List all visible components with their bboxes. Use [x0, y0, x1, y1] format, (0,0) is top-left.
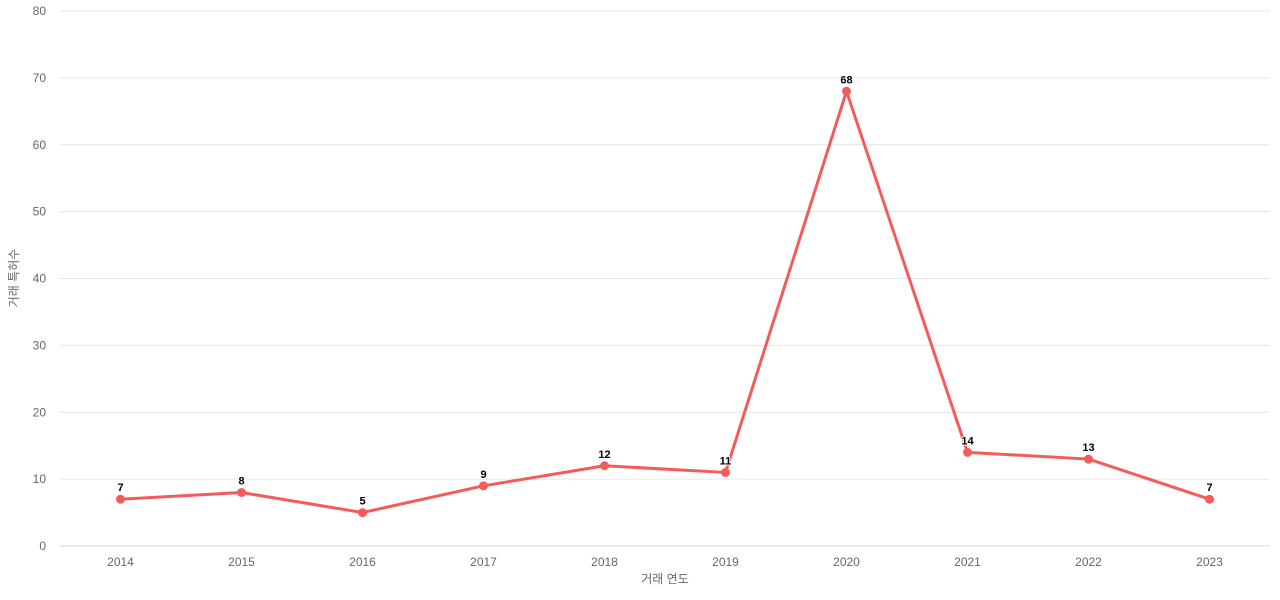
- y-tick-label-30: 30: [33, 338, 47, 352]
- x-tick-label-2019: 2019: [712, 555, 739, 569]
- x-tick-label-2020: 2020: [833, 555, 860, 569]
- data-label-2022: 13: [1082, 442, 1094, 454]
- x-tick-label-2015: 2015: [228, 555, 255, 569]
- data-label-2014: 7: [117, 482, 123, 494]
- data-label-2017: 9: [480, 469, 486, 481]
- data-point-2014[interactable]: [116, 494, 125, 504]
- x-tick-label-2023: 2023: [1196, 555, 1223, 569]
- y-tick-label-20: 20: [33, 405, 47, 419]
- data-label-2023: 7: [1206, 482, 1212, 494]
- y-tick-label-50: 50: [33, 205, 47, 219]
- data-point-2021[interactable]: [963, 447, 972, 457]
- label-layer: 7 8 5 9 12 11 68 14 13 7: [116, 73, 1213, 508]
- data-point-2015[interactable]: [237, 488, 246, 497]
- data-point-2020[interactable]: [842, 86, 851, 96]
- series-layer: [116, 86, 1214, 518]
- x-tick-label-2017: 2017: [470, 555, 497, 569]
- data-point-2022[interactable]: [1084, 454, 1093, 464]
- grid-layer: 0 10 20 30 40 50 60 70 80 2014 2015 2016 2017 2018 201…: [33, 4, 1270, 569]
- data-point-2017[interactable]: [479, 481, 488, 491]
- x-tick-label-2016: 2016: [349, 555, 376, 569]
- x-tick-label-2014: 2014: [107, 555, 134, 569]
- x-tick-label-2022: 2022: [1075, 555, 1102, 569]
- data-label-2020: 68: [840, 74, 852, 86]
- data-point-2023[interactable]: [1205, 494, 1214, 504]
- x-axis-title: 거래 연도: [641, 572, 689, 586]
- y-tick-label-0: 0: [39, 539, 46, 553]
- data-point-2019[interactable]: [721, 467, 730, 477]
- y-tick-label-80: 80: [33, 4, 47, 18]
- data-label-2018: 12: [598, 449, 610, 461]
- data-label-2021: 14: [961, 435, 974, 447]
- data-label-2015: 8: [238, 476, 244, 488]
- y-axis-title: 거래 특허수: [7, 249, 21, 308]
- y-tick-label-60: 60: [33, 138, 47, 152]
- data-label-2016: 5: [359, 496, 365, 508]
- data-point-2018[interactable]: [600, 461, 609, 471]
- y-tick-label-70: 70: [33, 71, 47, 85]
- x-tick-label-2018: 2018: [591, 555, 618, 569]
- y-tick-label-10: 10: [33, 472, 47, 486]
- data-point-2016[interactable]: [358, 508, 367, 518]
- data-label-2019: 11: [720, 455, 732, 467]
- y-tick-label-40: 40: [33, 272, 47, 286]
- x-tick-label-2021: 2021: [954, 555, 981, 569]
- series-line-거래 특허수: [119, 89, 1211, 515]
